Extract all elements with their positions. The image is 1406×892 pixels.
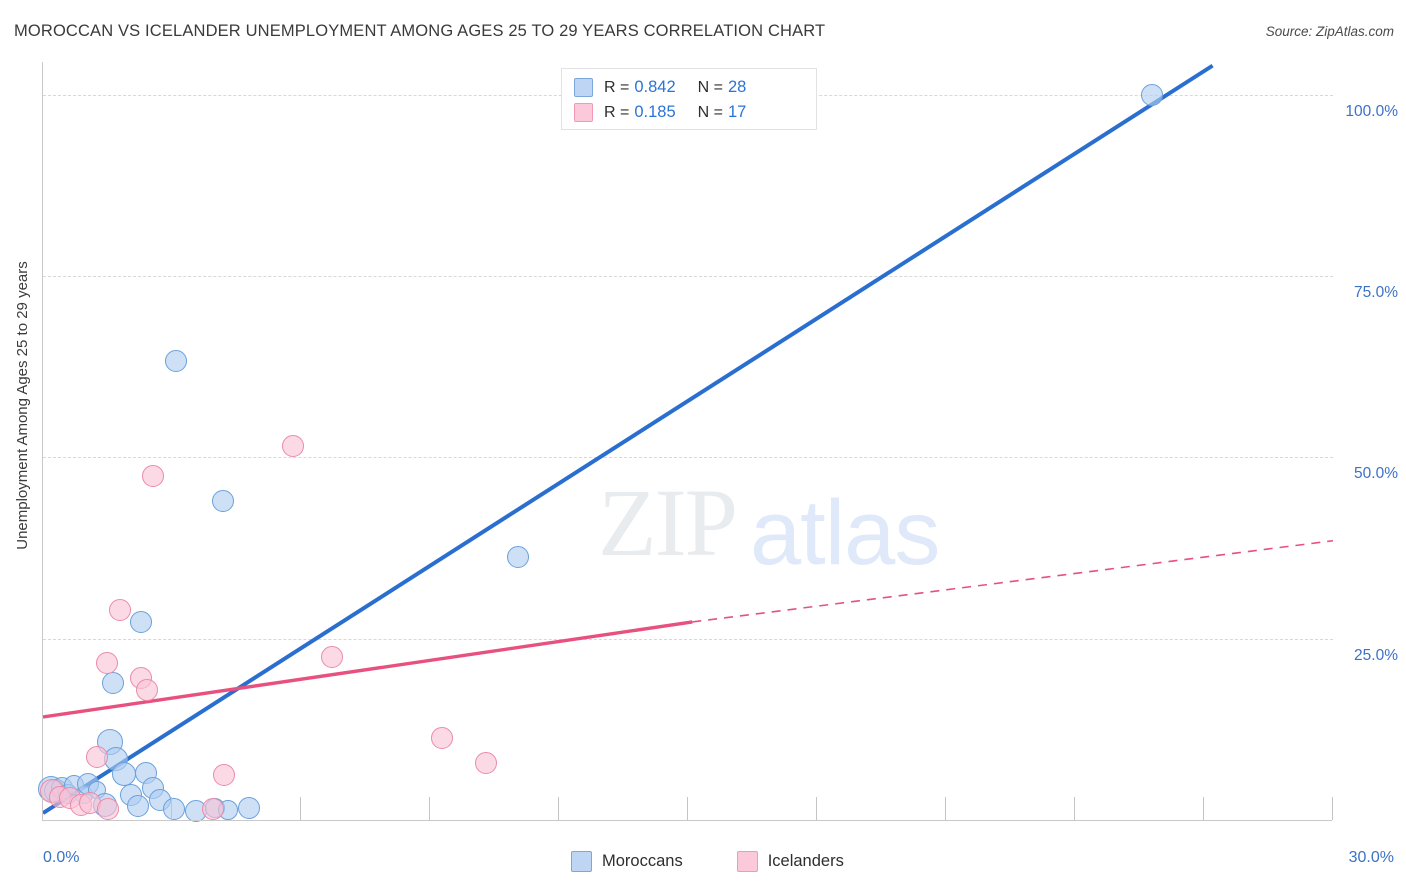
data-point-i[interactable]	[141, 465, 164, 488]
x-tick-mark	[1203, 797, 1204, 820]
x-tick-mark	[687, 797, 688, 820]
legend-item-moroccans[interactable]: Moroccans	[571, 851, 683, 872]
y-tick-label: 100.0%	[1345, 102, 1398, 120]
data-point-m[interactable]	[237, 796, 260, 819]
data-point-i[interactable]	[97, 798, 120, 821]
x-tick-mark	[558, 797, 559, 820]
r-value-moroccans: 0.842	[634, 78, 676, 96]
data-point-m[interactable]	[165, 349, 188, 372]
y-tick-label: 25.0%	[1354, 646, 1398, 664]
data-point-m[interactable]	[101, 671, 124, 694]
r-value-icelanders: 0.185	[634, 103, 676, 121]
x-axis-line	[42, 820, 1332, 821]
data-point-i[interactable]	[95, 652, 118, 675]
data-point-i[interactable]	[282, 434, 305, 457]
trend-line-moroccans	[43, 63, 1214, 815]
x-axis-max-label: 30.0%	[1348, 849, 1394, 866]
data-point-i[interactable]	[320, 645, 343, 668]
x-axis-min-label: 0.0%	[43, 849, 80, 866]
y-tick-label: 75.0%	[1354, 283, 1398, 301]
series-legend: Moroccans Icelanders	[571, 851, 844, 872]
x-tick-mark	[945, 797, 946, 820]
swatch-icelanders-icon	[574, 103, 593, 122]
data-point-i[interactable]	[108, 598, 131, 621]
x-tick-mark	[429, 797, 430, 820]
data-point-m[interactable]	[507, 546, 530, 569]
y-axis-title-text: Unemployment Among Ages 25 to 29 years	[13, 260, 31, 550]
data-point-m[interactable]	[126, 795, 149, 818]
r-label-icelanders: R =	[604, 103, 630, 121]
y-axis-title: Unemployment Among Ages 25 to 29 years	[10, 60, 34, 750]
data-point-m[interactable]	[211, 489, 234, 512]
trend-line-icelanders	[43, 620, 693, 719]
data-point-m[interactable]	[130, 610, 153, 633]
swatch-moroccans-icon	[574, 78, 593, 97]
data-point-i[interactable]	[212, 764, 235, 787]
n-label-moroccans: N =	[697, 78, 723, 96]
x-tick-mark	[300, 797, 301, 820]
gridline-75	[43, 275, 1333, 277]
correlation-stats-legend: R = 0.842 N = 28 R = 0.185 N = 17	[561, 68, 817, 130]
stats-row-moroccans: R = 0.842 N = 28	[574, 75, 806, 100]
legend-item-icelanders[interactable]: Icelanders	[736, 851, 844, 872]
n-value-moroccans: 28	[727, 78, 747, 96]
data-point-m[interactable]	[163, 798, 186, 821]
legend-label-icelanders: Icelanders	[767, 852, 844, 870]
x-tick-mark	[816, 797, 817, 820]
r-label-moroccans: R =	[604, 78, 630, 96]
gridline-25	[43, 638, 1333, 640]
data-point-m[interactable]	[111, 761, 136, 786]
trend-lines	[43, 63, 1333, 815]
legend-swatch-icelanders-icon	[736, 851, 758, 872]
y-tick-label: 50.0%	[1354, 465, 1398, 483]
x-tick-mark	[1074, 797, 1075, 820]
data-point-i[interactable]	[85, 745, 108, 768]
legend-label-moroccans: Moroccans	[602, 852, 683, 870]
trend-line-icelanders-projected	[692, 539, 1333, 623]
data-point-i[interactable]	[474, 751, 497, 774]
source-attribution: Source: ZipAtlas.com	[1265, 24, 1394, 39]
data-point-i[interactable]	[201, 798, 224, 821]
legend-swatch-moroccans-icon	[571, 851, 592, 872]
gridline-50	[43, 457, 1333, 459]
x-tick-mark	[171, 797, 172, 820]
data-point-m[interactable]	[1141, 83, 1164, 106]
stats-row-icelanders: R = 0.185 N = 17	[574, 100, 806, 125]
x-tick-mark	[42, 797, 43, 820]
n-value-icelanders: 17	[727, 103, 747, 121]
x-tick-mark	[1332, 797, 1333, 820]
data-point-i[interactable]	[136, 679, 159, 702]
plot-area: ZIP atlas	[37, 62, 1333, 822]
page-title: MOROCCAN VS ICELANDER UNEMPLOYMENT AMONG…	[14, 22, 826, 40]
n-label-icelanders: N =	[697, 103, 723, 121]
data-point-i[interactable]	[431, 727, 454, 750]
